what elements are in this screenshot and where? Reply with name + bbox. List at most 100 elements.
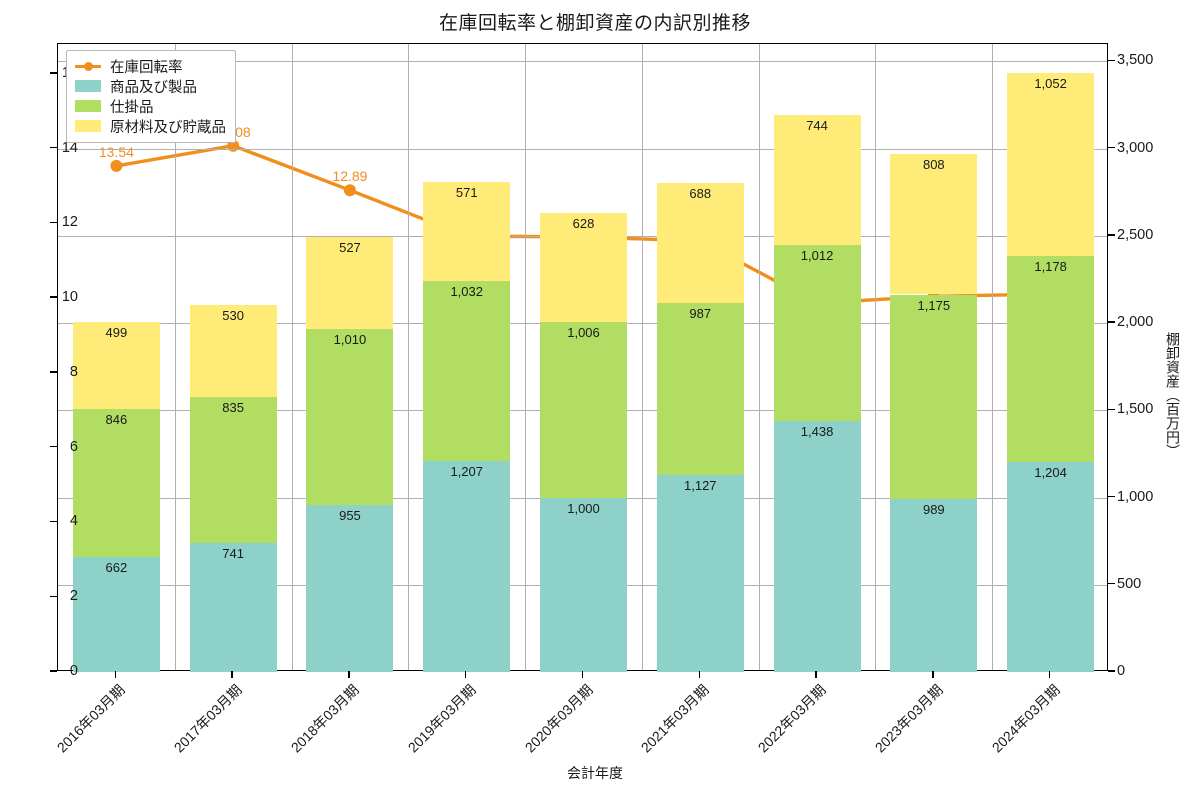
bar-value-label: 662 <box>105 559 128 575</box>
bar-value-label: 1,175 <box>917 297 951 313</box>
x-axis-tick-label: 2019年03月期 <box>404 681 479 756</box>
gridline-vertical <box>291 44 293 670</box>
x-axis-tick-label: 2020年03月期 <box>521 681 596 756</box>
bar-segment <box>773 244 861 422</box>
bar-segment <box>423 281 511 462</box>
y-axis-tick-left <box>50 520 57 523</box>
chart-title: 在庫回転率と棚卸資産の内訳別推移 <box>438 13 751 34</box>
legend-item[interactable]: 在庫回転率 <box>75 56 226 76</box>
x-axis-tick <box>932 671 934 678</box>
bar-value-label: 499 <box>105 324 128 340</box>
y-axis-tick-left <box>50 221 57 224</box>
y-axis-tick-right <box>1108 234 1115 236</box>
line-value-label: 13.54 <box>98 143 134 160</box>
bar-segment <box>1007 461 1095 672</box>
y-axis-tick-left <box>50 595 57 597</box>
bar-segment <box>72 556 160 672</box>
y-axis-tick-right <box>1108 146 1115 149</box>
y-axis-tick-label-left: 10 <box>61 289 78 306</box>
gridline <box>58 61 1107 63</box>
bar-value-label: 835 <box>222 400 245 416</box>
bar-value-label: 571 <box>455 184 478 200</box>
legend-item[interactable]: 原材料及び貯蔵品 <box>75 116 226 136</box>
bar-segment <box>1007 72 1095 257</box>
legend-swatch-icon <box>75 80 101 92</box>
bar-segment <box>656 475 744 672</box>
gridline-vertical <box>875 44 877 670</box>
bar-segment <box>423 181 511 282</box>
bar-segment <box>189 542 277 672</box>
bar-value-label: 628 <box>572 215 595 231</box>
legend-swatch-icon <box>75 100 101 112</box>
bar-value-label: 688 <box>689 186 712 202</box>
legend-item[interactable]: 仕掛品 <box>75 96 226 116</box>
bar-segment <box>773 421 861 672</box>
bar-value-label: 989 <box>922 502 945 518</box>
y-axis-label-right: 棚卸資産（百万円） <box>1165 332 1181 458</box>
x-axis-tick-label: 2018年03月期 <box>287 681 362 756</box>
y-axis-tick-left <box>50 146 57 149</box>
bar-segment <box>189 304 277 398</box>
bar-value-label: 1,438 <box>800 424 834 440</box>
bar-segment <box>540 497 627 672</box>
bar-value-label: 744 <box>806 117 828 133</box>
x-axis-tick <box>1048 671 1051 678</box>
x-axis-tick-label: 2021年03月期 <box>637 681 712 756</box>
legend-label: 商品及び製品 <box>110 79 197 96</box>
x-axis-tick <box>231 671 233 678</box>
gridline <box>58 148 1107 150</box>
bar-value-label: 1,178 <box>1034 259 1067 275</box>
bar-segment <box>540 212 627 323</box>
legend-item[interactable]: 商品及び製品 <box>75 76 226 96</box>
bar-segment <box>656 303 744 476</box>
legend-label: 仕掛品 <box>110 99 154 116</box>
bar-segment <box>306 329 394 506</box>
bar-segment <box>306 505 394 672</box>
gridline-vertical <box>408 44 410 670</box>
legend-label: 原材料及び貯蔵品 <box>110 119 226 136</box>
y-axis-tick-right <box>1108 583 1115 585</box>
gridline-vertical <box>758 44 760 670</box>
bar-value-label: 1,204 <box>1034 464 1067 480</box>
y-axis-tick-right <box>1108 408 1115 411</box>
y-axis-tick-label-right: 3,500 <box>1117 52 1154 69</box>
bar-value-label: 530 <box>222 307 245 323</box>
bar-value-label: 1,010 <box>333 332 367 348</box>
bar-value-label: 1,207 <box>450 464 483 480</box>
legend-label: 在庫回転率 <box>110 59 183 76</box>
x-axis-tick-label: 2023年03月期 <box>871 681 946 756</box>
bar-segment <box>890 499 978 672</box>
bar-segment <box>189 397 277 543</box>
bar-value-label: 527 <box>339 240 361 256</box>
y-axis-tick-left <box>50 670 57 672</box>
legend-line-marker-icon <box>75 60 101 72</box>
x-axis-tick <box>698 671 700 678</box>
y-axis-tick-label-right: 500 <box>1117 575 1142 592</box>
x-axis-tick <box>815 671 817 678</box>
y-axis-tick-label-left: 8 <box>69 363 78 380</box>
y-axis-tick-right <box>1108 670 1115 672</box>
y-axis-tick-label-left: 0 <box>69 663 78 679</box>
bar-value-label: 846 <box>105 411 128 427</box>
bar-segment <box>72 321 160 409</box>
line-value-label: 12.89 <box>332 168 368 185</box>
bar-value-label: 1,052 <box>1034 75 1067 91</box>
bar-value-label: 1,032 <box>450 284 483 300</box>
bar-segment <box>1007 256 1095 462</box>
bar-segment <box>540 322 627 498</box>
x-axis-tick-label: 2022年03月期 <box>754 681 829 756</box>
legend-swatch-icon <box>75 120 101 132</box>
gridline-vertical <box>992 44 994 670</box>
y-axis-tick-left <box>50 296 57 298</box>
y-axis-tick-right <box>1108 59 1115 62</box>
bar-segment <box>890 153 978 295</box>
bar-value-label: 987 <box>689 306 712 322</box>
y-axis-tick-label-left: 4 <box>69 513 78 530</box>
x-axis-label: 会計年度 <box>567 765 623 781</box>
bar-value-label: 741 <box>222 545 245 561</box>
chart-legend: 在庫回転率商品及び製品 仕掛品原材料及び貯蔵品 <box>66 50 236 143</box>
y-axis-tick-right <box>1108 495 1115 498</box>
y-axis-tick-label-left: 14 <box>61 139 78 156</box>
bar-value-label: 1,012 <box>800 247 834 263</box>
